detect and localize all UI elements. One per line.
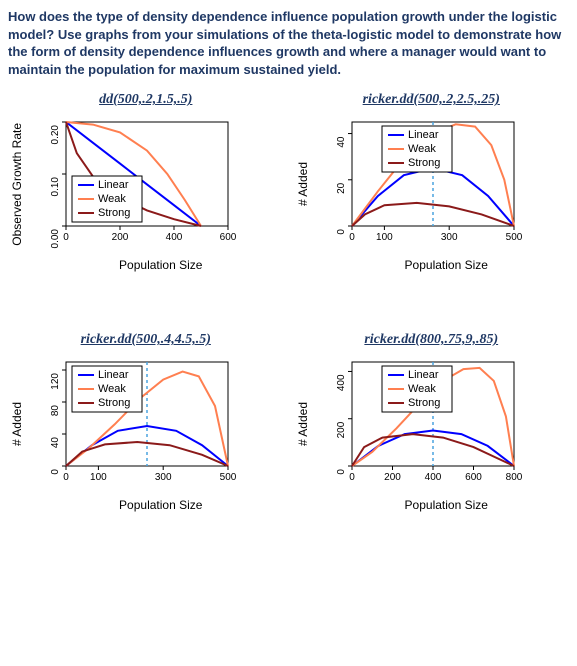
svg-text:0.00: 0.00 [50,229,61,249]
legend-item: Weak [408,143,436,155]
svg-text:200: 200 [112,232,129,243]
svg-text:300: 300 [155,472,172,483]
panel-title: ricker.dd(500,.4,4.5,.5) [8,332,284,348]
question-text: How does the type of density dependence … [8,8,569,78]
panel-2: ricker.dd(500,.4,4.5,.5) # Added 0 100 300 50… [8,332,284,512]
panel-1: ricker.dd(500,.2,2.5,.25) # Added 0 100 300 5… [294,92,570,272]
chart-svg: 0 100 300 500 0 40 80 120 Linear Weak Strong [26,354,236,494]
svg-text:0.20: 0.20 [50,125,61,145]
x-axis-label: Population Size [324,498,570,512]
legend-item: Linear [408,369,439,381]
svg-text:0: 0 [63,232,69,243]
x-axis-label: Population Size [38,498,284,512]
chart-grid: dd(500,.2,1.5,.5) Observed Growth Rate 0 20… [8,92,569,512]
svg-text:0: 0 [349,472,355,483]
svg-text:600: 600 [220,232,236,243]
legend-item: Strong [408,397,440,409]
panel-0: dd(500,.2,1.5,.5) Observed Growth Rate 0 20… [8,92,284,272]
svg-text:0: 0 [349,232,355,243]
svg-text:0: 0 [336,229,347,235]
y-axis-label: # Added [8,402,26,446]
legend-item: Strong [98,207,130,219]
svg-text:0: 0 [336,469,347,475]
legend-item: Weak [408,383,436,395]
svg-text:200: 200 [336,421,347,438]
panel-title: ricker.dd(500,.2,2.5,.25) [294,92,570,108]
svg-text:120: 120 [50,373,61,390]
svg-text:100: 100 [90,472,107,483]
svg-text:300: 300 [440,232,457,243]
panel-3: ricker.dd(800,.75,9,.85) # Added 0 200 400 60… [294,332,570,512]
series-strong [352,434,514,466]
panel-title: ricker.dd(800,.75,9,.85) [294,332,570,348]
svg-text:800: 800 [505,472,521,483]
x-axis-label: Population Size [38,258,284,272]
chart-svg: 0 200 400 600 800 0 200 400 Linear Weak Strong [312,354,522,494]
svg-text:0: 0 [63,472,69,483]
legend-item: Linear [98,369,129,381]
svg-text:400: 400 [166,232,183,243]
legend-item: Strong [408,157,440,169]
svg-text:0: 0 [50,469,61,475]
svg-text:80: 80 [50,405,61,417]
svg-text:20: 20 [336,183,347,195]
y-axis-label: # Added [294,402,312,446]
panel-title: dd(500,.2,1.5,.5) [8,92,284,108]
chart-svg: 0 100 300 500 0 20 40 Linear Weak Strong [312,114,522,254]
legend-item: Linear [98,179,129,191]
svg-text:400: 400 [424,472,441,483]
y-axis-label: Observed Growth Rate [8,123,26,246]
svg-text:100: 100 [376,232,393,243]
y-axis-label: # Added [294,162,312,206]
svg-text:40: 40 [336,136,347,148]
svg-text:40: 40 [50,437,61,449]
legend-item: Strong [98,397,130,409]
svg-text:200: 200 [384,472,401,483]
legend-item: Weak [98,193,126,205]
svg-text:600: 600 [465,472,482,483]
x-axis-label: Population Size [324,258,570,272]
chart-svg: 0 200 400 600 0.00 0.10 0.20 Linear Weak Strong [26,114,236,254]
svg-text:500: 500 [220,472,236,483]
svg-text:400: 400 [336,374,347,391]
legend-item: Linear [408,129,439,141]
svg-text:0.10: 0.10 [50,177,61,197]
svg-text:500: 500 [505,232,521,243]
legend-item: Weak [98,383,126,395]
